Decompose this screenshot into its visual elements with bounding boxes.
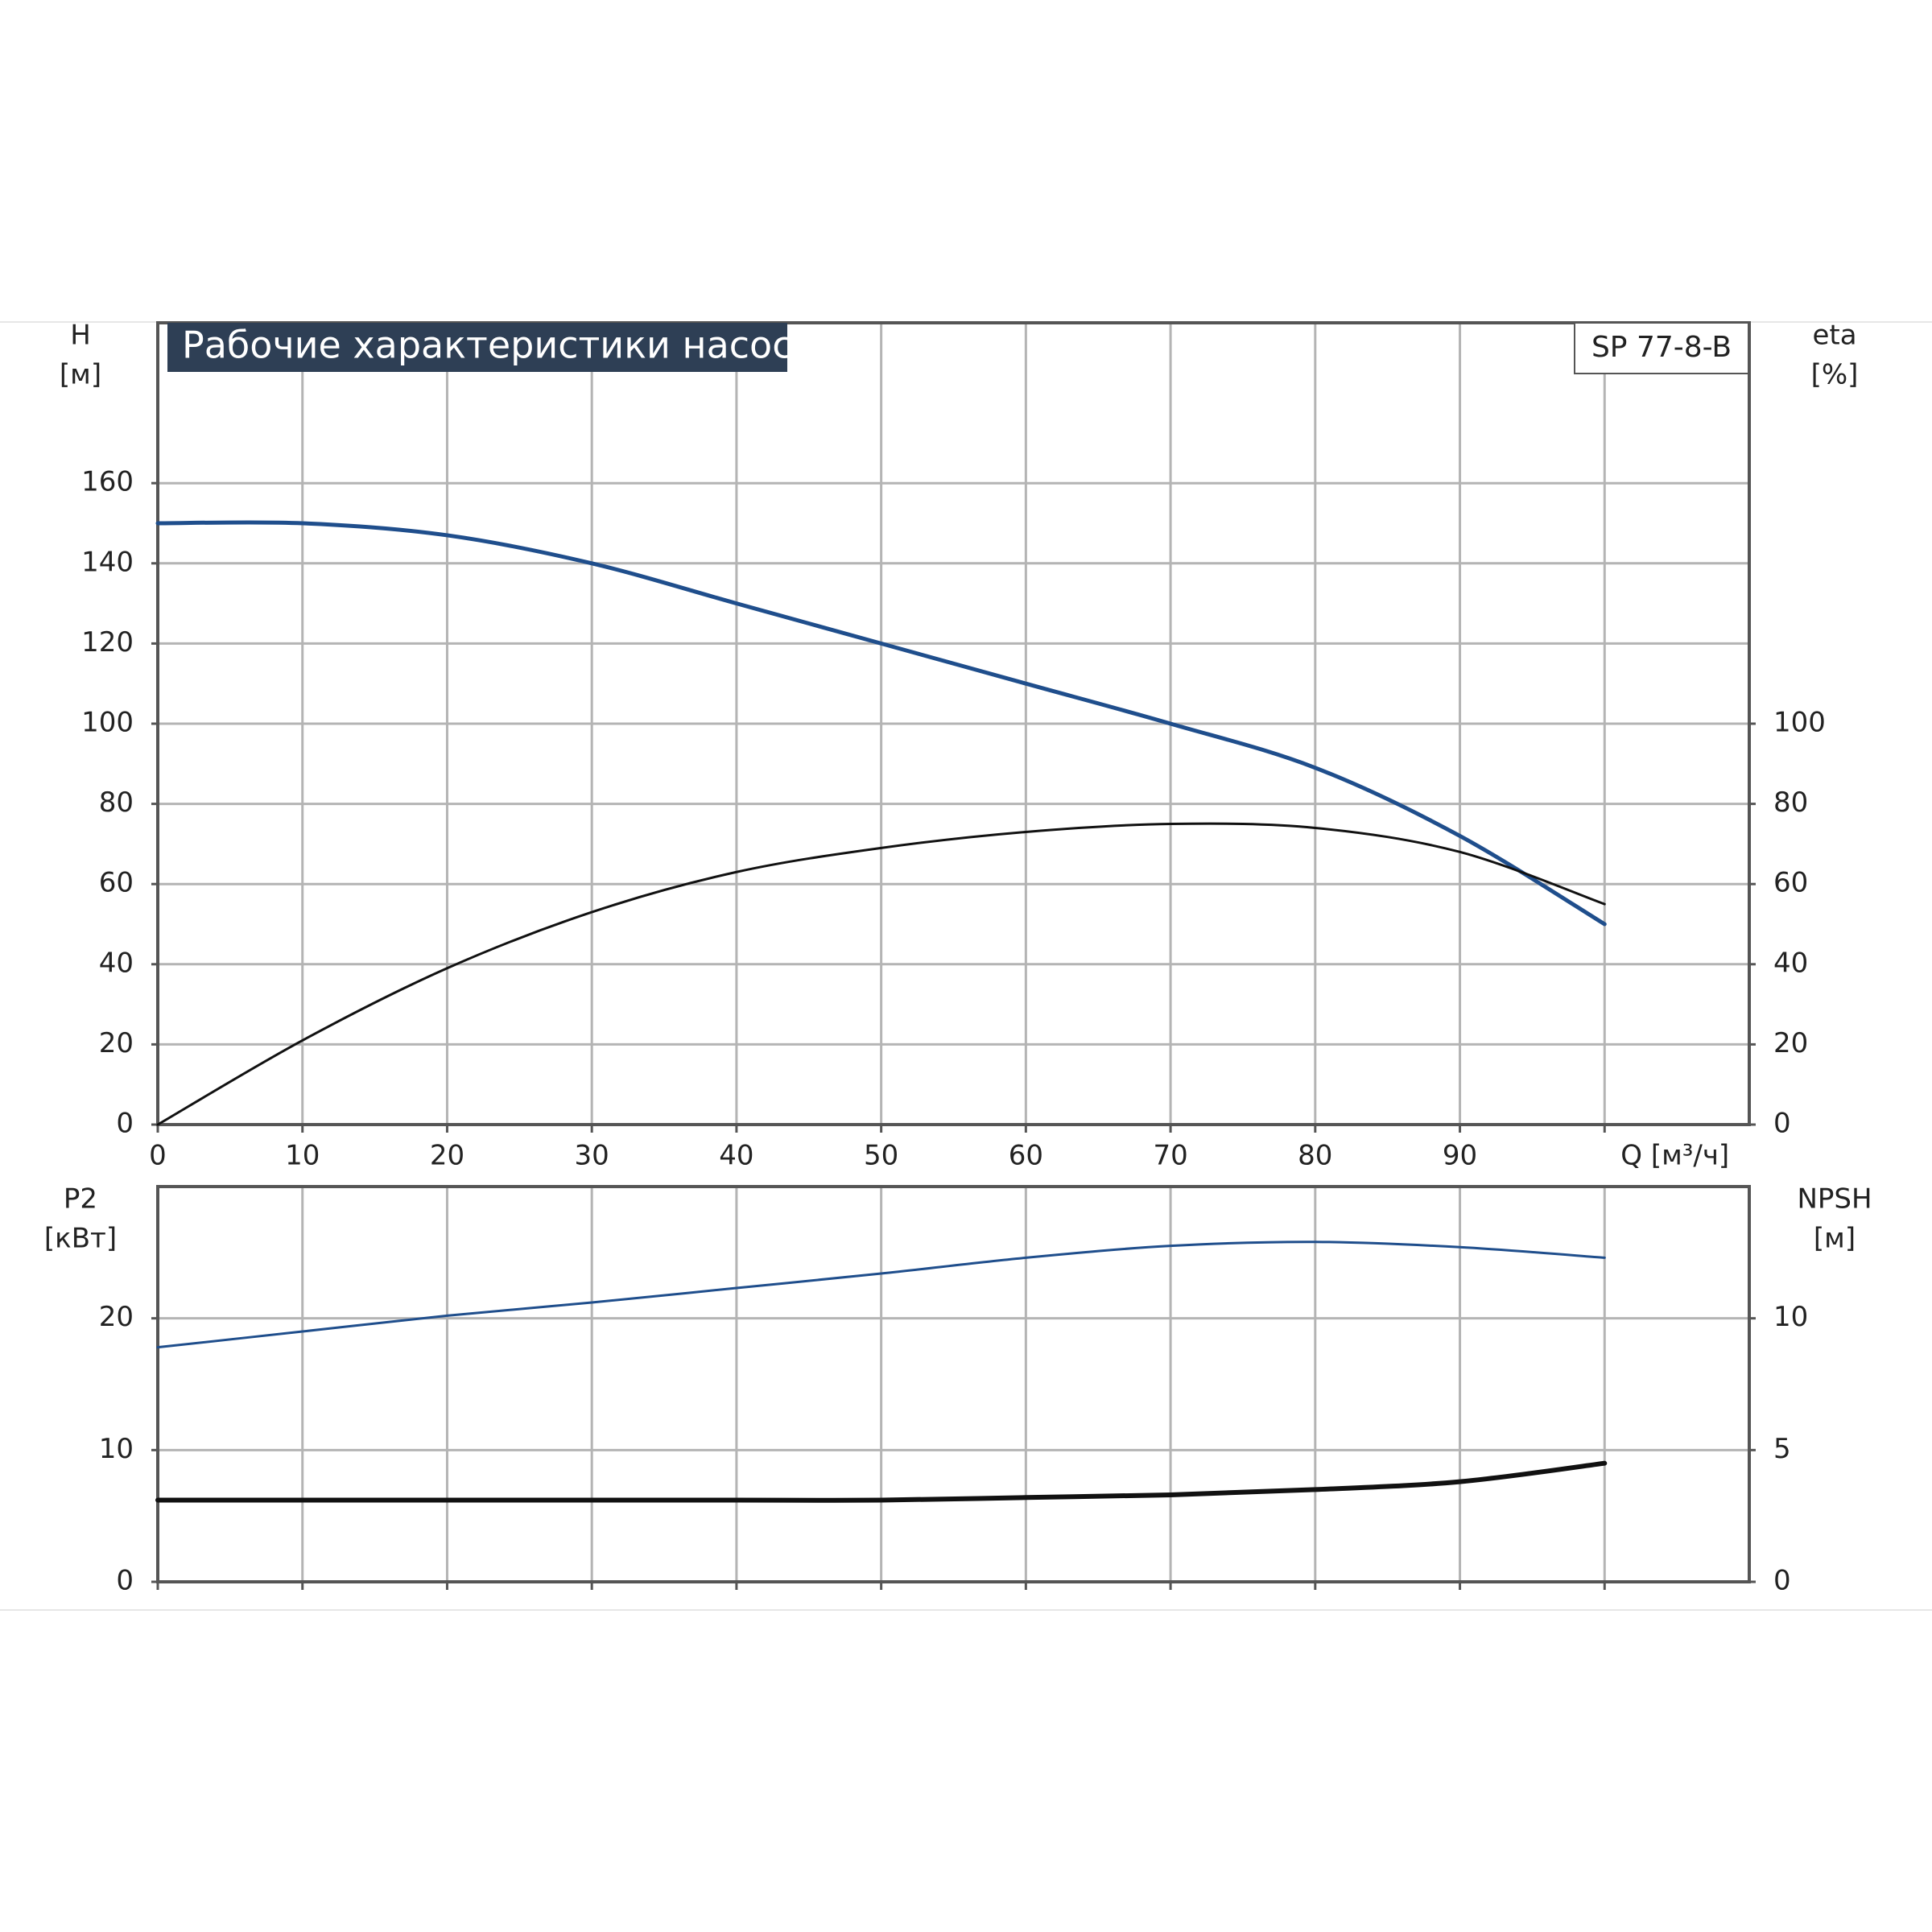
- y-tick-label: 20: [99, 1027, 134, 1059]
- x-tick-label: 10: [285, 1140, 320, 1172]
- y2-tick-label: 80: [1773, 786, 1808, 819]
- x-tick-label: 60: [1009, 1140, 1043, 1172]
- x-tick-label: 50: [864, 1140, 898, 1172]
- y-tick-label: 10: [99, 1433, 134, 1465]
- y-tick-label: 100: [81, 707, 134, 739]
- y-tick-label: 0: [116, 1565, 134, 1597]
- plot-frame: [156, 1185, 1751, 1583]
- x-tick-label: 30: [575, 1140, 609, 1172]
- y-tick-label: 140: [81, 546, 134, 578]
- y-tick-label: 20: [99, 1301, 134, 1333]
- y2-axis-unit: [м]: [1814, 1223, 1856, 1255]
- y2-axis-label: eta: [1812, 320, 1856, 352]
- y-axis-label: P2: [64, 1183, 97, 1216]
- y2-tick-label: 5: [1773, 1433, 1791, 1465]
- x-tick-label: 40: [719, 1140, 753, 1172]
- y2-tick-label: 0: [1773, 1565, 1791, 1597]
- x-tick-label: 70: [1153, 1140, 1187, 1172]
- y-tick-label: 60: [99, 867, 134, 899]
- y2-tick-label: 10: [1773, 1301, 1808, 1333]
- y2-axis-unit: [%]: [1811, 359, 1859, 391]
- chart-title: Рабочие характеристики насоса: [182, 324, 815, 367]
- y-axis-unit: [кВт]: [44, 1223, 117, 1255]
- title-box: [167, 323, 787, 372]
- series-line: [155, 1460, 1608, 1503]
- x-tick-label: 80: [1298, 1140, 1332, 1172]
- y-tick-label: 40: [99, 947, 134, 979]
- y2-tick-label: 0: [1773, 1108, 1791, 1140]
- x-tick-label: 90: [1443, 1140, 1477, 1172]
- series-line: [156, 822, 1606, 1126]
- model-box: [1574, 322, 1749, 374]
- y-tick-label: 120: [81, 626, 134, 658]
- y2-tick-label: 60: [1773, 867, 1808, 899]
- y-tick-label: 80: [99, 786, 134, 819]
- y-tick-label: 160: [81, 466, 134, 498]
- x-tick-label: 20: [430, 1140, 464, 1172]
- series-line: [155, 520, 1607, 927]
- x-tick-label: Q [м³/ч]: [1620, 1140, 1729, 1172]
- y2-tick-label: 20: [1773, 1027, 1808, 1059]
- y-tick-label: 0: [116, 1108, 134, 1140]
- y2-tick-label: 40: [1773, 947, 1808, 979]
- model-label: SP 77-8-B: [1591, 331, 1732, 364]
- y-axis-label: H: [70, 320, 91, 352]
- series-line: [156, 1241, 1606, 1349]
- x-tick-label: 0: [149, 1140, 167, 1172]
- y2-axis-label: NPSH: [1797, 1183, 1872, 1216]
- y2-tick-label: 100: [1773, 707, 1826, 739]
- y-axis-unit: [м]: [60, 359, 101, 391]
